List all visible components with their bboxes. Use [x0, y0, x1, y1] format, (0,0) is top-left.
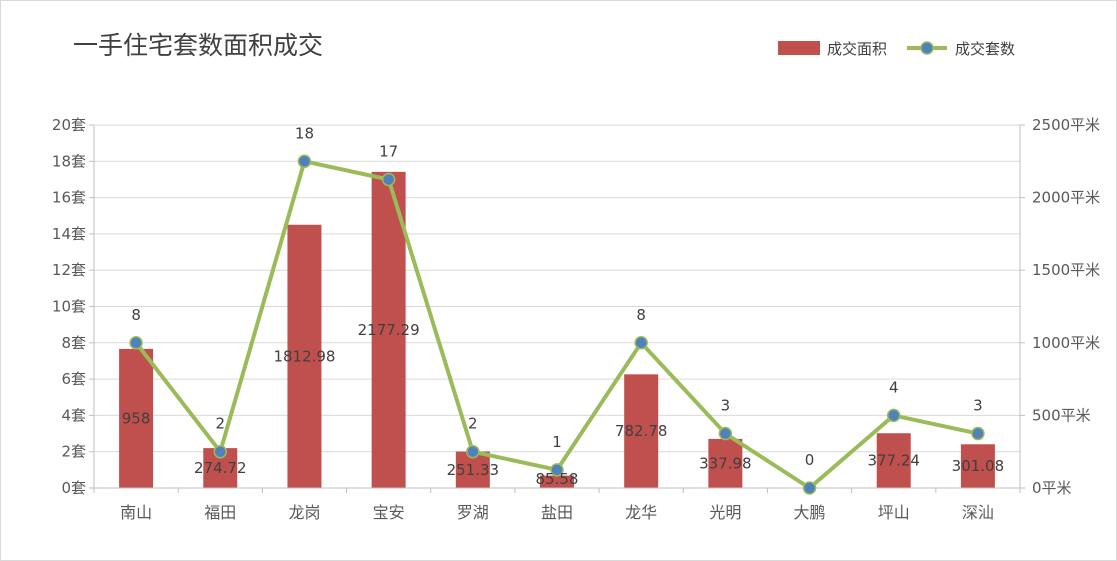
x-axis-category-label: 福田 — [204, 503, 236, 522]
x-axis-category-label: 坪山 — [878, 503, 910, 522]
line-data-label: 8 — [636, 306, 646, 324]
left-axis-tick-label: 14套 — [52, 225, 86, 243]
line-data-label: 18 — [295, 124, 314, 142]
bar-data-label: 1812.98 — [273, 347, 335, 365]
x-axis-category-label: 龙岗 — [288, 503, 320, 522]
bar-data-label: 274.72 — [194, 459, 247, 477]
bar — [960, 444, 995, 488]
legend-bar-swatch — [778, 41, 820, 55]
line-data-label: 1 — [552, 433, 562, 451]
bar-data-label: 2177.29 — [358, 321, 420, 339]
legend-line-label: 成交套数 — [955, 40, 1015, 58]
line-marker — [297, 154, 312, 169]
x-axis-category-label: 光明 — [709, 503, 741, 522]
left-axis-tick-label: 12套 — [52, 261, 86, 279]
line-marker — [971, 426, 985, 441]
line-data-label: 2 — [468, 415, 478, 433]
right-axis-tick-label: 2500平米 — [1032, 116, 1100, 134]
legend: 成交面积 成交套数 — [778, 40, 1015, 58]
left-axis-tick-label: 4套 — [61, 406, 86, 424]
right-axis-tick-label: 2000平米 — [1032, 189, 1100, 207]
bar — [287, 224, 322, 488]
bar — [540, 475, 574, 488]
right-axis-tick-label: 0平米 — [1032, 479, 1072, 497]
left-axis-tick-label: 18套 — [52, 152, 86, 170]
bar-data-label: 958 — [122, 409, 151, 427]
right-axis-tick-label: 500平米 — [1032, 406, 1091, 424]
left-axis-tick-label: 20套 — [52, 116, 86, 134]
line-data-label: 3 — [721, 397, 731, 415]
bar-data-label: 337.98 — [699, 454, 752, 472]
bar-data-label: 251.33 — [447, 461, 500, 479]
line-marker — [718, 426, 733, 441]
legend-bar-label: 成交面积 — [827, 40, 887, 58]
bar — [119, 348, 154, 488]
bar-data-label: 301.08 — [952, 457, 1005, 475]
bar — [624, 374, 659, 488]
line-marker — [466, 444, 480, 459]
bar-data-label: 85.58 — [536, 470, 579, 488]
left-axis-tick-label: 10套 — [52, 298, 86, 316]
line-data-label: 17 — [379, 142, 398, 160]
legend-marker-swatch — [920, 41, 934, 55]
x-axis-category-label: 南山 — [120, 503, 152, 522]
line-marker — [886, 408, 901, 423]
line-marker — [550, 463, 564, 477]
left-axis-tick-label: 2套 — [61, 443, 86, 461]
line-marker — [634, 336, 648, 350]
chart-title: 一手住宅套数面积成交 — [73, 31, 323, 60]
left-axis-tick-label: 6套 — [61, 370, 86, 388]
x-axis-category-label: 罗湖 — [457, 503, 489, 522]
right-axis-tick-label: 1000平米 — [1032, 334, 1100, 352]
line-data-label: 0 — [805, 451, 815, 469]
x-axis-category-label: 龙华 — [625, 503, 657, 522]
line-data-label: 8 — [131, 306, 141, 324]
line-marker — [129, 336, 143, 350]
x-axis-category-label: 大鹏 — [794, 503, 826, 522]
line-data-label: 4 — [889, 378, 899, 396]
bar — [371, 171, 406, 489]
left-axis-tick-label: 16套 — [52, 189, 86, 207]
bar — [708, 438, 743, 488]
line-marker — [213, 444, 228, 459]
line-data-label: 3 — [973, 397, 983, 415]
bar-data-label: 377.24 — [867, 452, 920, 470]
bar-data-label: 782.78 — [615, 422, 668, 440]
left-axis-tick-label: 0套 — [61, 479, 86, 497]
right-axis-tick-label: 1500平米 — [1032, 261, 1100, 279]
x-axis-category-label: 宝安 — [373, 503, 405, 522]
bar — [876, 433, 911, 488]
x-axis-category-label: 深汕 — [962, 503, 994, 522]
line-data-label: 2 — [215, 415, 225, 433]
x-axis-category-label: 盐田 — [541, 503, 573, 522]
line-marker — [381, 172, 396, 187]
line-marker — [802, 481, 817, 495]
left-axis-tick-label: 8套 — [61, 334, 86, 352]
